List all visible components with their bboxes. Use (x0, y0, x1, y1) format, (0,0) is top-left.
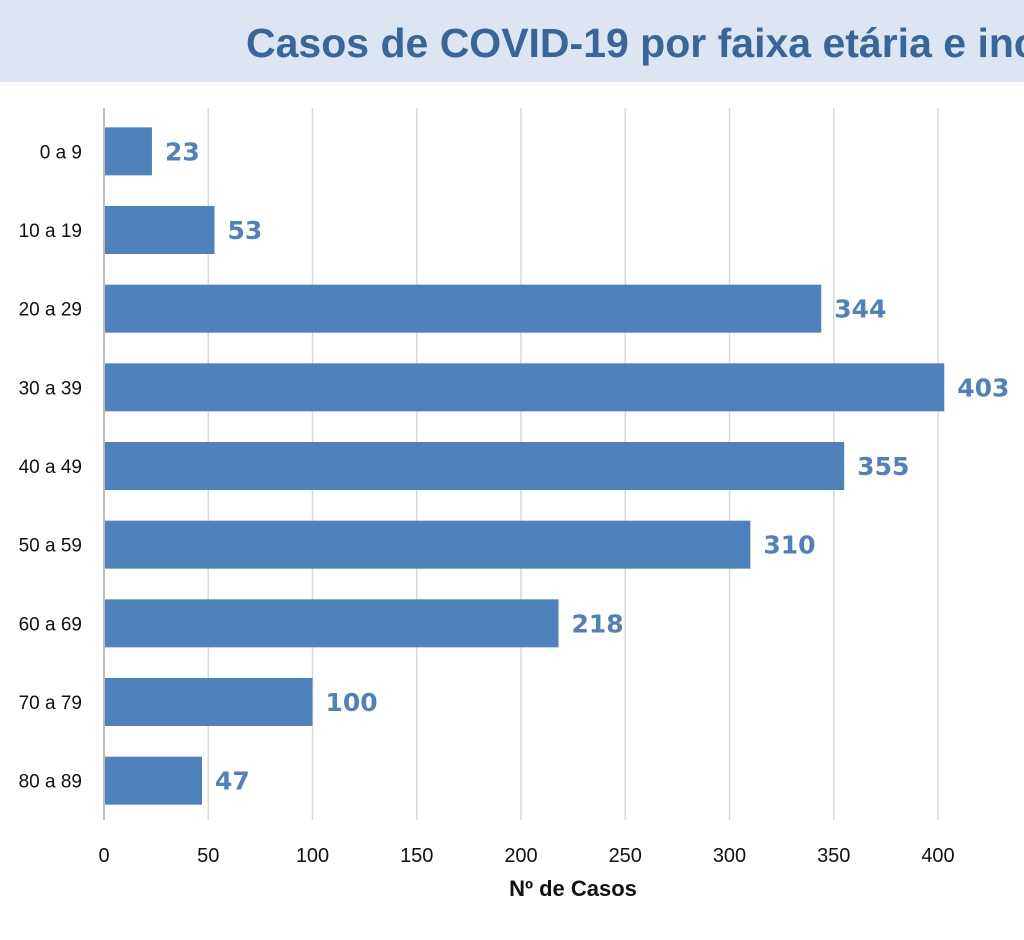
bar (105, 520, 751, 569)
title-band: Casos de COVID-19 por faixa etária e inc… (0, 0, 1024, 82)
x-tick-label: 50 (197, 845, 219, 867)
bar (105, 599, 559, 648)
x-tick-label: 100 (296, 845, 329, 867)
x-tick-label: 250 (609, 845, 642, 867)
x-tick-label: 350 (817, 845, 850, 867)
category-label: 20 a 29 (19, 300, 82, 321)
data-label: 53 (228, 216, 263, 245)
category-label: 10 a 19 (19, 221, 82, 242)
x-tick-label: 300 (713, 845, 746, 867)
bar (105, 442, 845, 490)
data-label: 344 (834, 295, 886, 324)
chart-title: Casos de COVID-19 por faixa etária e inc… (246, 20, 1024, 66)
category-label: 30 a 39 (19, 378, 82, 399)
bar (105, 284, 822, 333)
bar (105, 206, 215, 254)
x-tick-label: 150 (400, 845, 433, 867)
x-tick-label: 400 (921, 845, 954, 867)
data-label: 23 (165, 137, 200, 166)
category-label: 70 a 79 (19, 693, 82, 714)
bar (105, 363, 945, 412)
bar (105, 678, 313, 726)
data-label: 47 (215, 767, 250, 796)
x-tick-label: 200 (504, 845, 537, 867)
category-label: 0 a 9 (40, 142, 82, 163)
bar (105, 756, 202, 805)
category-label: 80 a 89 (19, 772, 82, 793)
category-label: 40 a 49 (19, 457, 82, 478)
bar (105, 127, 152, 176)
data-label: 403 (957, 373, 1009, 402)
data-label: 100 (326, 688, 378, 717)
category-label: 60 a 69 (19, 614, 82, 635)
data-label: 355 (857, 452, 909, 481)
category-label: 50 a 59 (19, 536, 82, 557)
x-tick-label: 0 (98, 845, 109, 867)
data-label: 310 (763, 531, 815, 560)
data-label: 218 (572, 609, 624, 638)
x-axis-title: Nº de Casos (509, 876, 637, 901)
